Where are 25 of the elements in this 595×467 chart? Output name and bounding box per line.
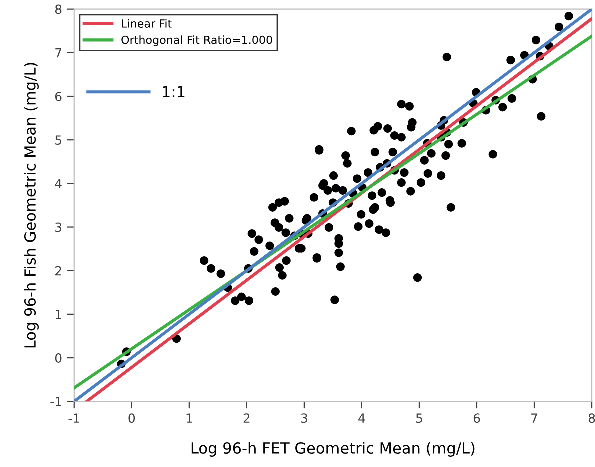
x-axis-title: Log 96-h FET Geometric Mean (mg/L) <box>192 442 475 457</box>
legend-label: Linear Fit <box>122 19 172 28</box>
x-tick-label: 4 <box>358 414 366 423</box>
x-tick-label: 5 <box>416 414 422 424</box>
y-axis-title: Log 96-h Fish Geometric Mean (mg/L) <box>24 63 39 348</box>
y-tick-label: 5 <box>56 136 62 146</box>
y-tick-label: 1 <box>56 310 62 320</box>
x-tick-label: 0 <box>128 414 136 424</box>
x-tick-label: 6 <box>474 414 480 424</box>
x-tick-label: 2 <box>244 414 250 423</box>
y-tick-label: -1 <box>50 397 62 406</box>
y-tick-label: 8 <box>55 4 62 14</box>
legend-label: 1:1 <box>163 86 185 98</box>
x-tick-label: 3 <box>301 414 308 424</box>
y-tick-label: 6 <box>55 92 62 102</box>
x-tick-label: -1 <box>68 414 80 423</box>
x-tick-label: 8 <box>588 414 595 424</box>
legend-label: Orthogonal Fit Ratio=1.000 <box>122 36 272 46</box>
y-tick-label: 4 <box>55 179 62 188</box>
x-tick-label: 7 <box>532 414 538 423</box>
y-tick-label: 7 <box>56 48 62 58</box>
x-tick-label: 1 <box>186 414 192 423</box>
y-tick-label: 0 <box>55 354 62 363</box>
y-tick-label: 3 <box>56 222 62 232</box>
y-tick-label: 2 <box>56 266 62 276</box>
